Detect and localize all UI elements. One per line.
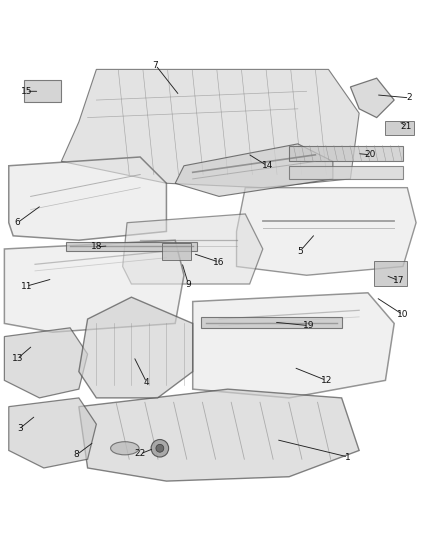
Polygon shape (79, 389, 359, 481)
Polygon shape (9, 398, 96, 468)
Circle shape (156, 445, 164, 452)
Ellipse shape (110, 442, 139, 455)
Text: 20: 20 (364, 150, 376, 159)
Text: 15: 15 (21, 87, 32, 96)
Text: 11: 11 (21, 282, 32, 290)
Text: 8: 8 (74, 450, 80, 459)
Polygon shape (237, 188, 416, 275)
Polygon shape (9, 157, 166, 240)
Text: 19: 19 (303, 321, 314, 330)
Polygon shape (193, 293, 394, 398)
Polygon shape (79, 297, 193, 398)
Text: 5: 5 (297, 247, 303, 256)
Bar (201, 317, 342, 328)
Text: 3: 3 (17, 424, 23, 433)
Bar (162, 243, 191, 260)
Bar (24, 80, 61, 102)
Text: 6: 6 (14, 218, 21, 227)
Bar (289, 166, 403, 179)
Text: 9: 9 (185, 279, 191, 288)
Polygon shape (4, 240, 184, 332)
Text: 14: 14 (261, 161, 273, 170)
Bar (374, 261, 407, 286)
Text: 12: 12 (321, 376, 332, 385)
Text: 13: 13 (12, 354, 23, 363)
Polygon shape (175, 144, 333, 197)
Text: 2: 2 (407, 93, 412, 102)
Bar (66, 241, 197, 251)
Text: 4: 4 (144, 378, 149, 387)
Polygon shape (123, 214, 263, 284)
Polygon shape (350, 78, 394, 118)
Text: 18: 18 (91, 243, 102, 251)
Circle shape (151, 440, 169, 457)
Text: 10: 10 (397, 310, 409, 319)
Text: 16: 16 (213, 257, 225, 266)
Text: 17: 17 (393, 276, 404, 285)
Polygon shape (4, 328, 88, 398)
Text: 22: 22 (134, 449, 146, 458)
Bar (289, 146, 403, 161)
Text: 1: 1 (345, 453, 351, 462)
Bar (385, 121, 414, 135)
Polygon shape (61, 69, 359, 188)
Text: 7: 7 (152, 61, 159, 69)
Text: 21: 21 (401, 122, 412, 131)
